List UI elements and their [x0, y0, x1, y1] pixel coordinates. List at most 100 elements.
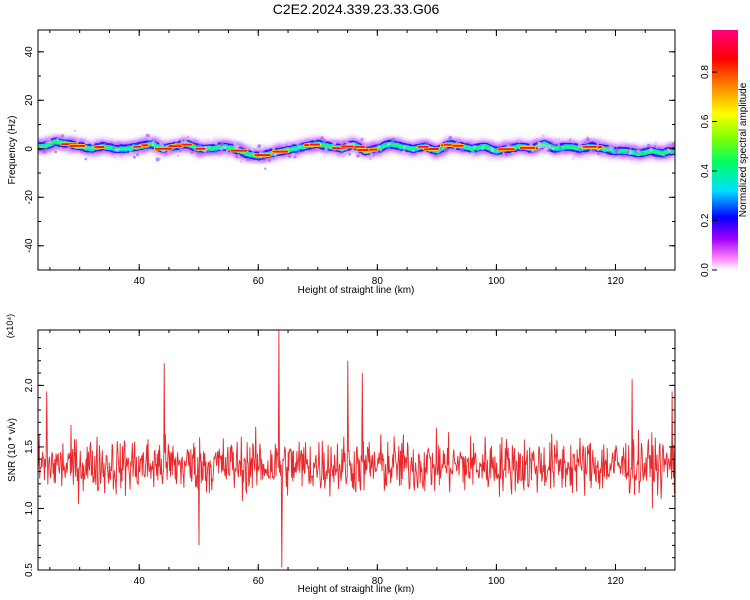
spectrogram-panel: 40 60 80 100 120 -40 -20 0 20 40 Height of straig…	[7, 29, 676, 296]
spectrogram-speck	[611, 142, 614, 145]
spectrogram-speck	[56, 137, 59, 141]
spectrogram-speck	[187, 136, 190, 138]
spectrogram-speck	[539, 145, 543, 149]
spectrogram-speck	[252, 150, 255, 154]
spectrogram-speck	[600, 153, 605, 158]
y-tick-label: -40	[24, 238, 35, 253]
spectrogram-speck	[167, 150, 170, 154]
spectrogram-speck	[220, 147, 223, 151]
spectrogram-speck	[577, 143, 583, 148]
spectrogram-speck	[377, 145, 381, 149]
spectrogram-speck	[557, 143, 561, 147]
spectrogram-speck	[180, 140, 184, 144]
spectrogram-speck	[596, 148, 600, 152]
colorbar-tick-label: 0.0	[700, 263, 711, 277]
spectrogram-speck	[66, 147, 70, 150]
spectrogram-speck	[54, 150, 58, 154]
spectrogram-speck	[608, 150, 612, 154]
spectrogram-speck	[129, 151, 133, 156]
spectrogram-speck	[517, 140, 521, 143]
spectrogram-speck	[369, 157, 372, 160]
spectrogram-speck	[222, 145, 227, 149]
spectrogram-speck	[425, 141, 429, 146]
spectrogram-speck	[175, 138, 179, 142]
x-tick-label: 120	[607, 276, 624, 287]
spectrogram-speck	[364, 137, 366, 139]
colorbar-tick-label: 0.6	[700, 114, 711, 128]
spectrogram-speck	[556, 138, 561, 142]
spectrogram-speck	[51, 137, 54, 139]
colorbar-label: Normalized spectral amplitude	[738, 82, 749, 217]
figure-title: C2E2.2024.339.23.33.G06	[273, 1, 440, 17]
spectrogram-speck	[629, 148, 632, 151]
spectrogram-speck	[197, 143, 202, 148]
spectrogram-speck	[654, 144, 657, 147]
spectrogram-speck	[298, 145, 301, 148]
spectrogram-image	[38, 130, 675, 170]
spectrogram-speck	[636, 149, 640, 153]
spectrogram-speck	[76, 139, 80, 143]
spectrogram-speck	[626, 150, 630, 154]
colorbar-tick-label: 0.2	[700, 213, 711, 227]
y-tick-label: 20	[24, 94, 35, 106]
spectrogram-speck	[147, 136, 152, 141]
spectrogram-speck	[481, 147, 485, 151]
spectrogram-speck	[569, 138, 571, 141]
spectrogram-speck	[402, 150, 406, 154]
spectrogram-speck	[103, 142, 107, 146]
snr-frame	[37, 329, 676, 571]
spectrogram-speck	[320, 136, 325, 141]
spectrogram-speck	[291, 152, 295, 157]
spectrogram-speck	[135, 153, 140, 157]
spectrogram-speck	[516, 150, 518, 153]
spectrogram-speck	[333, 142, 335, 144]
spectrogram-speck	[542, 134, 545, 137]
spectrogram-speck	[483, 144, 486, 147]
spectrogram-speck	[548, 144, 551, 148]
spectrogram-speck	[90, 141, 95, 146]
spectrogram-speck	[74, 130, 76, 132]
snr-panel: 40 60 80 100 120 0.5 1.0 1.5 2.0 Height of strai…	[5, 314, 676, 595]
spectrogram-speck	[151, 143, 155, 147]
spectrogram-speck	[262, 150, 265, 153]
x-tick-label: 120	[607, 576, 624, 587]
spectrogram-speck	[592, 148, 596, 153]
spectrogram-speck	[274, 155, 277, 158]
spectrogram-speck	[264, 167, 267, 170]
spectrogram-speck	[550, 143, 553, 146]
spectrogram-speck	[663, 155, 667, 158]
spectrogram-speck	[151, 140, 155, 144]
spectrogram-speck	[314, 138, 317, 141]
spectrogram-speck	[571, 156, 575, 160]
spectrogram-speck	[578, 148, 582, 152]
colorbar: 0.0 0.2 0.4 0.6 0.8 Normalized spectral ampl…	[700, 30, 749, 277]
spectrogram-speck	[214, 141, 219, 146]
x-tick-label: 80	[372, 276, 384, 287]
spectrogram-speck	[155, 157, 160, 162]
spectrogram-speck	[504, 155, 507, 158]
spectrogram-speck	[93, 153, 98, 157]
spectrogram-speck	[470, 139, 475, 144]
spectrogram-speck	[649, 147, 653, 152]
spectrogram-speck	[41, 146, 44, 148]
spectrogram-speck	[472, 145, 476, 148]
spectrogram-speck	[641, 152, 644, 155]
spectrogram-speck	[79, 150, 83, 153]
spectrogram-speck	[505, 153, 509, 157]
spectrogram-speck	[257, 144, 262, 149]
spectrogram-speck	[132, 155, 136, 159]
spectrogram-speck	[469, 139, 472, 142]
colorbar-tick-label: 0.4	[700, 164, 711, 178]
snr-multiplier: (x10⁴)	[5, 314, 15, 338]
y-tick-label: 2.0	[24, 378, 35, 392]
spectrogram-speck	[178, 139, 181, 141]
spectrogram-speck	[295, 140, 300, 146]
y-tick-label: 40	[24, 46, 35, 58]
spectrogram-speck	[234, 154, 239, 159]
spectrogram-speck	[304, 150, 308, 154]
spectrogram-speck	[596, 151, 600, 156]
spectrogram-speck	[208, 145, 211, 148]
spectrogram-speck	[585, 142, 588, 145]
spectrogram-speck	[542, 143, 545, 147]
